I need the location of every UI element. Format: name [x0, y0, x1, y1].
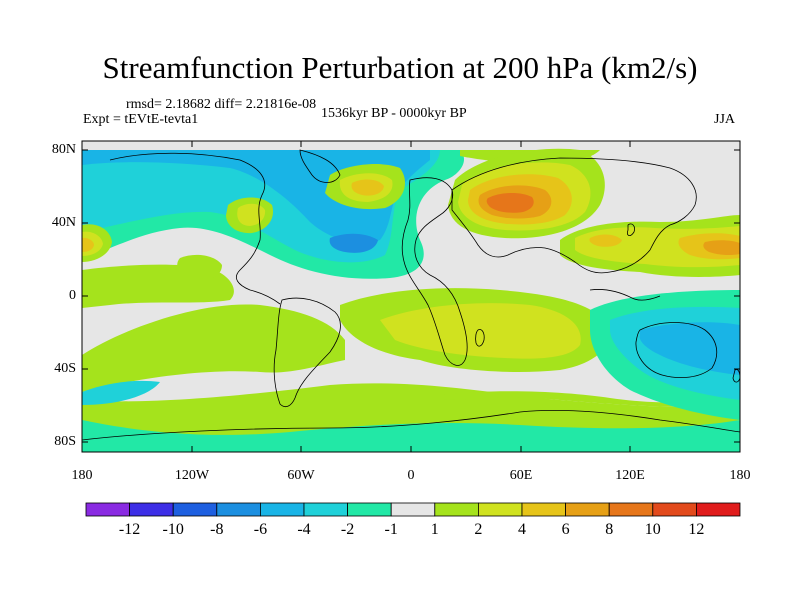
- experiment-label: Expt = tEVtE-tevta1: [83, 112, 199, 127]
- contour-north-atlantic-orange: [351, 179, 384, 196]
- coast-south-america: [273, 297, 341, 407]
- contour-field: [82, 141, 740, 452]
- contour-namerica-yellow: [237, 203, 266, 226]
- contour-west-edge-orange: [82, 237, 94, 252]
- coast-europe-africa: [401, 177, 468, 366]
- coastlines: [82, 149, 740, 441]
- lon-label-120w: 120W: [174, 468, 210, 483]
- coast-greenland: [299, 149, 341, 183]
- contour-pacific-darkorange: [703, 240, 740, 256]
- lon-label-120e: 120E: [615, 468, 645, 483]
- lon-label-60w: 60W: [287, 468, 315, 483]
- contour-pacific-green-blob: [177, 254, 222, 280]
- contour-atlantic-blue-core: [329, 233, 378, 253]
- coast-asia: [451, 157, 697, 274]
- period-label: 1536kyr BP - 0000kyr BP: [321, 106, 467, 121]
- coast-indonesia: [589, 289, 661, 301]
- chart-title: Streamfunction Perturbation at 200 hPa (…: [102, 50, 698, 85]
- lat-label-0: 0: [69, 288, 76, 303]
- lon-label-180w: 180: [71, 468, 93, 483]
- coast-antarctica: [82, 410, 740, 441]
- contour-south-atlantic-yellow: [380, 303, 581, 359]
- lat-label-40n: 40N: [51, 215, 76, 230]
- season-label: JJA: [714, 112, 736, 127]
- lon-label-0: 0: [407, 468, 415, 483]
- lat-label-80n: 80N: [51, 142, 76, 157]
- contour-south-pacific-green: [82, 304, 345, 392]
- lat-label-40s: 40S: [54, 361, 76, 376]
- coast-australia: [635, 322, 718, 379]
- contour-south-band-green: [82, 383, 740, 435]
- contour-asia-orange: [589, 234, 622, 247]
- coast-north-america: [109, 152, 281, 305]
- axis-ticks: [81, 141, 741, 452]
- lon-label-60e: 60E: [509, 468, 533, 483]
- stats-label: rmsd= 2.18682 diff= 2.21816e-08: [126, 97, 317, 112]
- lon-label-180e: 180: [729, 468, 751, 483]
- coast-madagascar: [475, 329, 485, 347]
- contour-eurasia-red: [486, 192, 534, 213]
- contour-south-pacific-cyan: [82, 380, 160, 405]
- coast-japan: [627, 223, 635, 236]
- lat-label-80s: 80S: [54, 434, 76, 449]
